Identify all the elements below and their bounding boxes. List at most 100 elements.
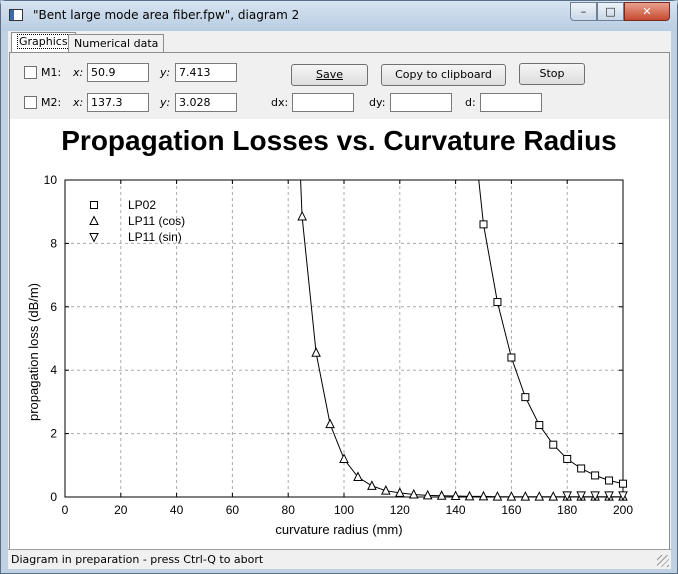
- stop-button[interactable]: Stop: [519, 63, 585, 85]
- data-point: [604, 491, 614, 502]
- m2-x-field[interactable]: 137.3: [87, 93, 149, 112]
- data-point: [548, 491, 559, 501]
- legend-label: LP02: [128, 198, 156, 212]
- legend-label: LP11 (cos): [128, 214, 185, 228]
- legend-marker: [89, 233, 99, 243]
- series-lp02: [478, 180, 627, 488]
- resize-grip[interactable]: [657, 555, 669, 567]
- x-tick-label: 160: [501, 503, 521, 517]
- data-point: [520, 491, 531, 501]
- m2-y-field[interactable]: 3.028: [175, 93, 237, 112]
- y-tick-label: 0: [50, 490, 57, 504]
- data-point: [591, 471, 600, 480]
- status-bar: Diagram in preparation - press Ctrl-Q to…: [8, 549, 671, 569]
- dx-label: dx:: [271, 96, 289, 109]
- data-point: [408, 488, 419, 499]
- series-lp11-cos-: [297, 180, 628, 501]
- grid-lines: [65, 180, 623, 497]
- data-point: [590, 491, 600, 502]
- series-line: [300, 180, 623, 497]
- data-point: [492, 491, 503, 501]
- m1-x-field[interactable]: 50.9: [87, 63, 149, 82]
- data-point: [576, 491, 586, 502]
- series-layer: [297, 180, 628, 502]
- tab-numerical-data[interactable]: Numerical data: [68, 34, 165, 53]
- m2-x-label: x:: [73, 96, 84, 109]
- legend: LP02 LP11 (cos) LP11 (sin): [89, 198, 185, 244]
- data-point: [493, 298, 502, 307]
- data-point: [478, 490, 489, 501]
- dx-field[interactable]: [292, 93, 354, 112]
- x-tick-label: 140: [446, 503, 466, 517]
- data-point: [394, 487, 405, 497]
- x-tick-label: 80: [282, 503, 296, 517]
- tab-graphics-label: Graphics: [17, 34, 70, 49]
- data-point: [450, 490, 461, 501]
- data-point: [436, 490, 447, 500]
- data-point: [619, 479, 627, 488]
- m2-y-label: y:: [160, 96, 171, 109]
- data-point: [422, 489, 433, 500]
- d-label: d:: [465, 96, 476, 109]
- close-button[interactable]: ✕: [624, 2, 670, 21]
- x-axis-label: curvature radius (mm): [275, 522, 402, 537]
- y-axis-label: propagation loss (dB/m): [26, 283, 41, 421]
- axes: 0 20 40 60 80 100 120 140 160 180 200 0 2 4 6 8 10: [44, 173, 634, 517]
- data-point: [353, 471, 363, 482]
- x-tick-label: 180: [557, 503, 577, 517]
- save-button[interactable]: Save: [291, 64, 368, 86]
- legend-marker: [90, 201, 98, 209]
- data-point: [381, 485, 391, 495]
- data-point: [507, 353, 516, 362]
- y-tick-label: 10: [44, 173, 58, 187]
- x-tick-label: 200: [613, 503, 633, 517]
- app-icon[interactable]: [9, 9, 23, 21]
- save-button-label: Save: [315, 68, 343, 81]
- data-point: [367, 480, 377, 490]
- m1-y-label: y:: [160, 66, 171, 79]
- m2-label: M2:: [41, 96, 62, 109]
- m1-label: M1:: [41, 66, 62, 79]
- client-area: Graphics Numerical data M1: x: 50.9 y: 7…: [8, 31, 671, 569]
- x-tick-label: 60: [226, 503, 240, 517]
- title-bar[interactable]: "Bent large mode area fiber.fpw", diagra…: [1, 1, 677, 31]
- x-tick-label: 40: [170, 503, 184, 517]
- m1-x-label: x:: [73, 66, 84, 79]
- maximize-button[interactable]: □: [597, 2, 624, 21]
- minimize-button[interactable]: –: [570, 2, 597, 21]
- m1-y-field[interactable]: 7.413: [175, 63, 237, 82]
- copy-to-clipboard-button[interactable]: Copy to clipboard: [381, 64, 506, 86]
- data-point: [297, 210, 307, 221]
- x-tick-label: 0: [62, 503, 69, 517]
- window-title: "Bent large mode area fiber.fpw", diagra…: [33, 8, 300, 22]
- data-point: [311, 347, 321, 357]
- dy-field[interactable]: [390, 93, 452, 112]
- m2-checkbox[interactable]: [24, 96, 37, 109]
- data-point: [577, 464, 586, 473]
- data-point: [535, 421, 544, 430]
- x-tick-label: 20: [114, 503, 128, 517]
- y-tick-label: 6: [50, 300, 57, 314]
- y-tick-label: 4: [50, 363, 57, 377]
- data-point: [563, 454, 572, 463]
- plot-area[interactable]: Propagation Losses vs. Curvature Radius …: [9, 119, 670, 550]
- data-point: [325, 418, 335, 429]
- tab-bar: Graphics Numerical data: [8, 31, 671, 53]
- chart-title: Propagation Losses vs. Curvature Radius: [61, 125, 617, 156]
- chart-svg: Propagation Losses vs. Curvature Radius …: [26, 125, 634, 537]
- data-point: [605, 476, 614, 485]
- tab-graphics[interactable]: Graphics: [11, 32, 76, 53]
- status-text: Diagram in preparation - press Ctrl-Q to…: [11, 553, 264, 566]
- data-point: [521, 393, 530, 402]
- dy-label: dy:: [369, 96, 386, 109]
- data-point: [562, 491, 573, 502]
- series-lp11-sin-: [562, 491, 628, 502]
- d-field[interactable]: [480, 93, 542, 112]
- m1-checkbox[interactable]: [24, 66, 37, 79]
- legend-label: LP11 (sin): [128, 230, 182, 244]
- legend-marker: [89, 215, 99, 225]
- y-tick-label: 2: [50, 427, 57, 441]
- y-tick-label: 8: [50, 236, 57, 250]
- data-point: [506, 491, 517, 501]
